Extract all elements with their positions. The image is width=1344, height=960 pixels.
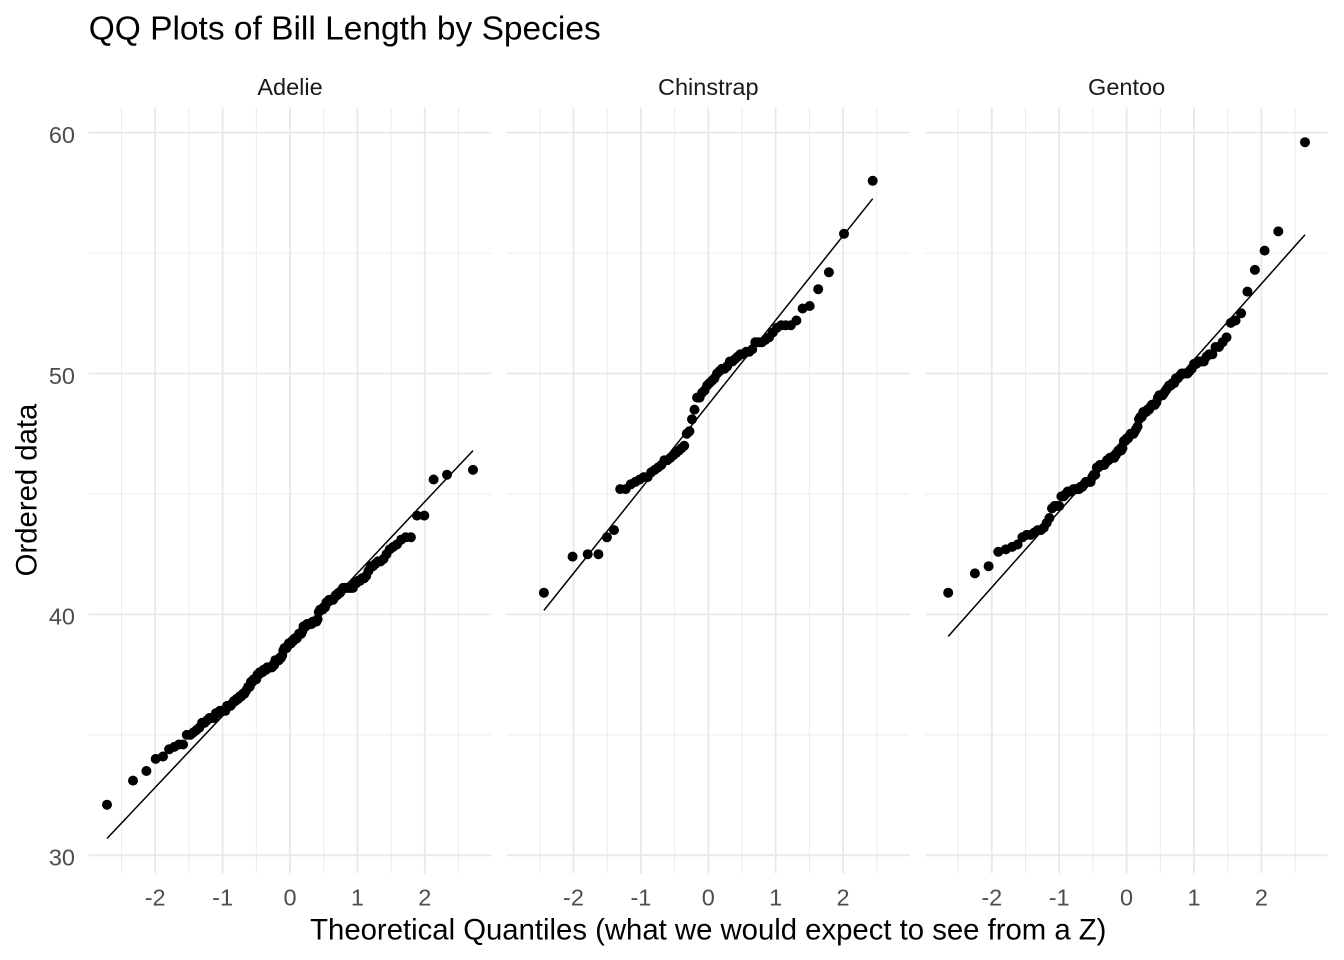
svg-text:0: 0: [283, 884, 296, 910]
svg-text:QQ Plots of Bill Length by Spe: QQ Plots of Bill Length by Species: [89, 10, 601, 47]
svg-text:-2: -2: [145, 884, 166, 910]
svg-text:Gentoo: Gentoo: [1088, 74, 1165, 100]
svg-text:50: 50: [49, 363, 75, 389]
svg-text:2: 2: [1255, 884, 1268, 910]
svg-text:-1: -1: [212, 884, 233, 910]
svg-text:-1: -1: [1049, 884, 1070, 910]
svg-text:Chinstrap: Chinstrap: [658, 74, 759, 100]
svg-text:0: 0: [702, 884, 715, 910]
svg-text:Theoretical Quantiles (what we: Theoretical Quantiles (what we would exp…: [310, 914, 1106, 947]
svg-text:-2: -2: [563, 884, 584, 910]
svg-text:1: 1: [351, 884, 364, 910]
svg-text:30: 30: [49, 845, 75, 871]
svg-text:60: 60: [49, 122, 75, 148]
svg-text:Adelie: Adelie: [257, 74, 322, 100]
svg-text:-2: -2: [981, 884, 1002, 910]
svg-text:2: 2: [418, 884, 431, 910]
svg-text:Ordered data: Ordered data: [11, 403, 44, 576]
svg-text:2: 2: [837, 884, 850, 910]
svg-text:1: 1: [769, 884, 782, 910]
svg-text:1: 1: [1187, 884, 1200, 910]
svg-text:40: 40: [49, 604, 75, 630]
svg-text:0: 0: [1120, 884, 1133, 910]
svg-text:-1: -1: [630, 884, 651, 910]
